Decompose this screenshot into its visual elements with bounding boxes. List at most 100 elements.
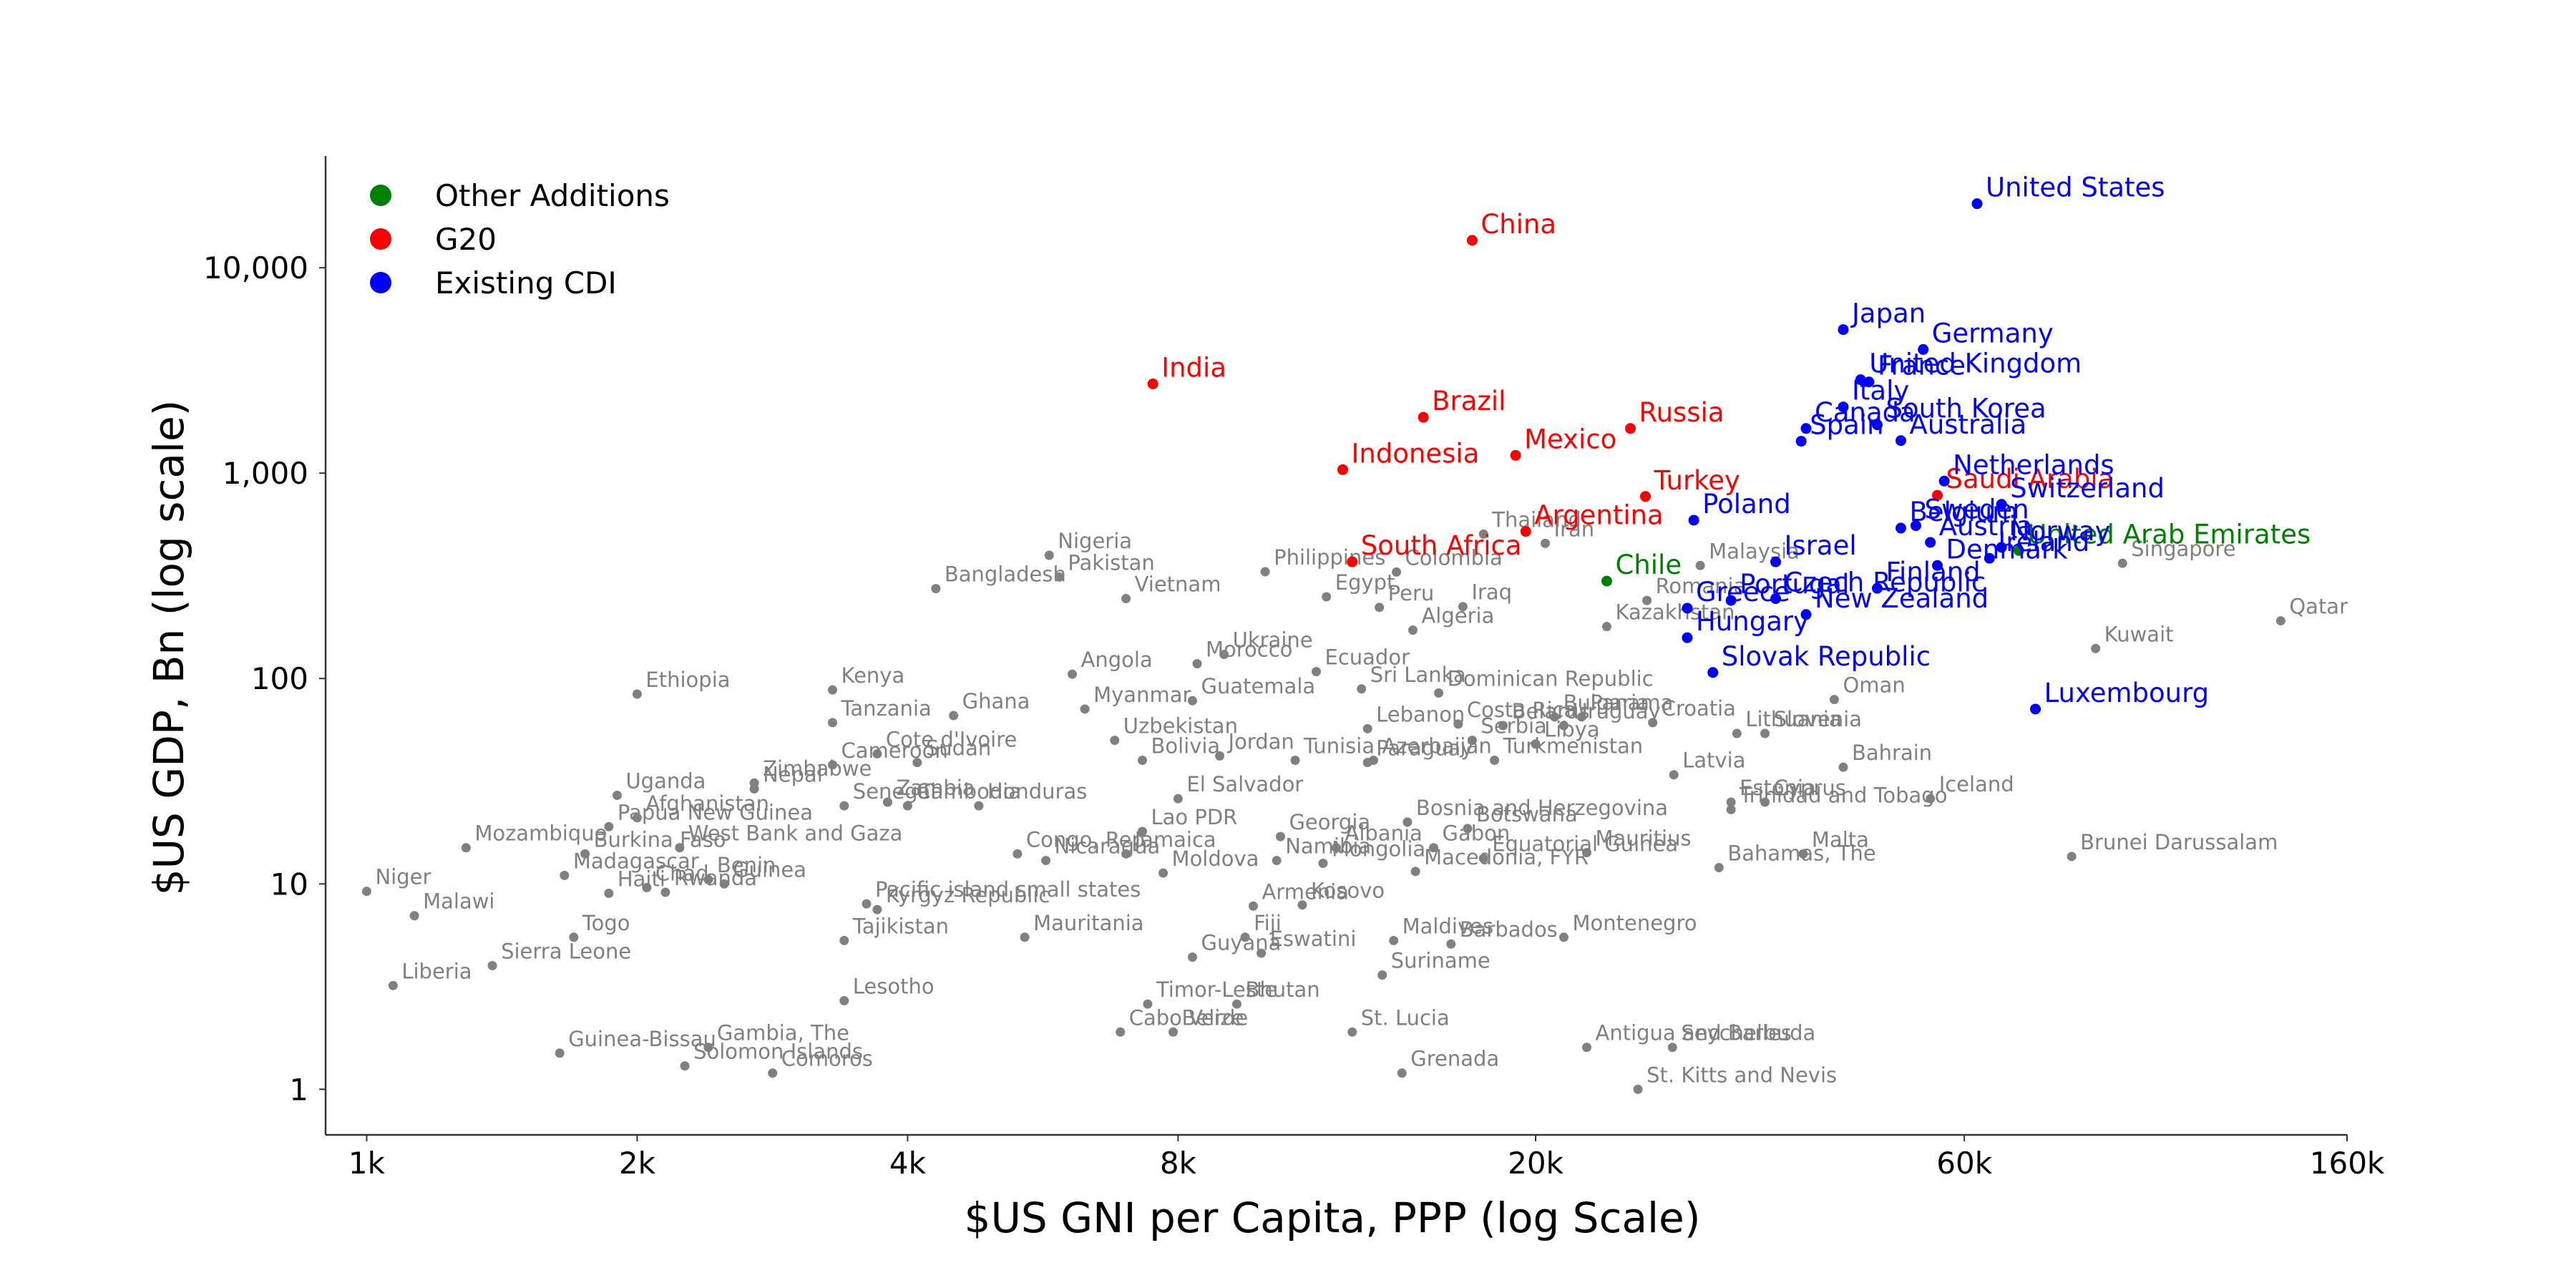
point-peru (1375, 602, 1385, 613)
point-label-guyana: Guyana (1201, 931, 1281, 955)
point-gabon (1429, 843, 1439, 853)
point-label-cabo-verde: Cabo Verde (1129, 1005, 1248, 1030)
point-benin (703, 874, 713, 884)
y-tick-label: 1,000 (223, 456, 308, 491)
point-label-bangladesh: Bangladesh (945, 562, 1066, 587)
point-jordan (1215, 751, 1225, 761)
point-colombia (1392, 567, 1402, 577)
point-label-nigeria: Nigeria (1058, 529, 1132, 553)
point-botswana (1463, 824, 1473, 834)
point-hungary (1682, 632, 1693, 643)
point-united-arab-emirates (2013, 545, 2024, 556)
point-label-new-zealand: New Zealand (1815, 583, 1989, 614)
point-senegal (839, 801, 849, 811)
point-label-romania: Romania (1656, 574, 1747, 598)
point-label-mongolia: Mongolia (1332, 836, 1425, 861)
point-romania (1642, 595, 1652, 605)
point-label-cyprus: Cyprus (1774, 776, 1846, 800)
point-kazakhstan (1601, 622, 1611, 632)
point-label-afghanistan: Afghanistan (645, 791, 769, 816)
point-label-congo-rep: Congo, Rep. (1026, 827, 1151, 852)
point-label-sri-lanka: Sri Lanka (1370, 663, 1466, 687)
point-label-oman: Oman (1843, 673, 1905, 698)
point-guinea (719, 879, 729, 889)
point-label-kyrgyz-republic: Kyrgyz Republic (886, 883, 1050, 907)
legend-label-other-additions: Other Additions (435, 178, 670, 213)
point-label-japan: Japan (1850, 298, 1926, 329)
point-label-mozambique: Mozambique (474, 821, 607, 846)
point-togo (569, 932, 579, 942)
point-label-zambia: Zambia (896, 776, 975, 800)
point-morocco (1192, 659, 1202, 669)
point-label-tanzania: Tanzania (841, 696, 932, 721)
point-georgia (1275, 831, 1285, 841)
point-niger (361, 887, 371, 897)
point-south-africa (1347, 556, 1358, 567)
point-label-greece: Greece (1696, 577, 1790, 608)
point-label-chile: Chile (1615, 550, 1682, 580)
point-serbia (1467, 736, 1477, 746)
point-label-brazil: Brazil (1432, 386, 1506, 416)
point-guinea-bissau (555, 1048, 565, 1058)
point-luxembourg (2030, 703, 2041, 715)
point-maldives (1389, 935, 1399, 945)
y-axis-title: $US GDP, Bn (log scale) (145, 400, 193, 896)
point-india (1147, 378, 1158, 389)
point-kosovo (1297, 900, 1307, 910)
point-equatorial-guinea (1478, 854, 1488, 864)
point-brunei-darussalam (2067, 852, 2077, 862)
point-label-kosovo: Kosovo (1311, 879, 1385, 903)
point-libya (1531, 739, 1541, 749)
point-label-senegal: Senegal (853, 779, 937, 804)
point-label-el-salvador: El Salvador (1186, 772, 1303, 796)
point-netherlands (1938, 475, 1950, 487)
point-brazil (1418, 411, 1429, 423)
point-label-burkina-faso: Burkina Faso (594, 827, 726, 852)
point-sierra-leone (487, 961, 497, 971)
point-bangladesh (931, 584, 941, 594)
point-greece (1682, 602, 1693, 614)
point-australia (1896, 435, 1907, 447)
point-label-lesotho: Lesotho (853, 975, 935, 999)
point-label-croatia: Croatia (1662, 696, 1736, 721)
point-label-sierra-leone: Sierra Leone (501, 940, 631, 964)
point-label-solomon-islands: Solomon Islands (693, 1040, 863, 1064)
point-cote-d-ivoire (872, 748, 882, 758)
point-uzbekistan (1110, 736, 1120, 746)
point-congo-rep (1013, 849, 1023, 859)
x-tick-label: 2k (619, 1146, 656, 1181)
point-guatemala (1187, 696, 1197, 706)
point-iraq (1458, 602, 1468, 612)
point-fiji (1240, 932, 1250, 942)
point-label-kenya: Kenya (841, 663, 905, 688)
point-malawi (409, 911, 419, 921)
point-russia (1625, 423, 1636, 434)
point-denmark (1932, 560, 1943, 571)
point-label-montenegro: Montenegro (1572, 911, 1697, 935)
legend-marker-existing-cdi (370, 272, 391, 293)
point-lesotho (839, 996, 849, 1006)
point-uganda (612, 790, 622, 800)
x-tick-label: 8k (1160, 1146, 1197, 1181)
point-label-argentina: Argentina (1534, 500, 1663, 531)
point-portugal (1725, 595, 1737, 606)
point-latvia (1669, 770, 1679, 780)
point-turkey (1640, 491, 1652, 502)
point-bhutan (1232, 999, 1242, 1009)
point-algeria (1407, 625, 1418, 635)
point-kyrgyz-republic (872, 904, 882, 914)
point-label-tajikistan: Tajikistan (852, 914, 949, 938)
point-label-cameroon: Cameroon (841, 738, 948, 763)
y-tick-label: 10 (270, 867, 308, 902)
point-norway (1996, 542, 2007, 553)
x-tick-label: 160k (2310, 1146, 2385, 1181)
point-label-latvia: Latvia (1682, 748, 1745, 773)
point-label-dominican-republic: Dominican Republic (1448, 667, 1654, 691)
point-label-poland: Poland (1702, 489, 1791, 519)
point-angola (1068, 669, 1078, 679)
point-label-bhutan: Bhutan (1246, 977, 1320, 1002)
point-switzerland (1996, 499, 2007, 510)
point-label-finland: Finland (1885, 557, 1980, 587)
y-tick-label: 1 (289, 1072, 308, 1107)
point-label-turkmenistan: Turkmenistan (1503, 733, 1644, 758)
